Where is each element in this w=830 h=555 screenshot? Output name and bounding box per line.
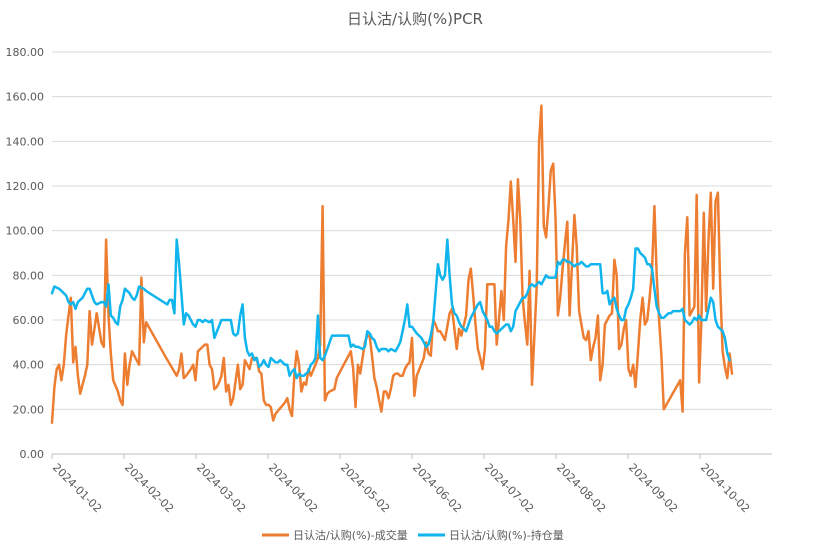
series-lines <box>50 104 734 424</box>
y-tick-label: 20.00 <box>13 403 45 416</box>
y-tick-label: 40.00 <box>13 359 45 372</box>
series-line-volume <box>50 104 734 424</box>
y-tick-label: 120.00 <box>6 180 45 193</box>
y-tick-label: 180.00 <box>6 46 45 59</box>
y-tick-label: 80.00 <box>13 269 45 282</box>
legend-label-volume: 日认沽/认购(%)-成交量 <box>293 528 408 542</box>
chart-title: 日认沽/认购(%)PCR <box>347 10 483 28</box>
y-tick-label: 60.00 <box>13 314 45 327</box>
legend: 日认沽/认购(%)-成交量 日认沽/认购(%)-持仓量 <box>262 528 564 542</box>
y-axis-ticks: 0.00 20.00 40.00 60.00 80.00 100.00 120.00 140.… <box>6 46 45 461</box>
y-tick-label: 140.00 <box>6 135 45 148</box>
series-line-open-interest <box>50 238 731 380</box>
y-tick-label: 160.00 <box>6 91 45 104</box>
legend-label-open-interest: 日认沽/认购(%)-持仓量 <box>449 528 564 542</box>
y-tick-label: 100.00 <box>6 225 45 238</box>
y-tick-label: 0.00 <box>20 448 45 461</box>
